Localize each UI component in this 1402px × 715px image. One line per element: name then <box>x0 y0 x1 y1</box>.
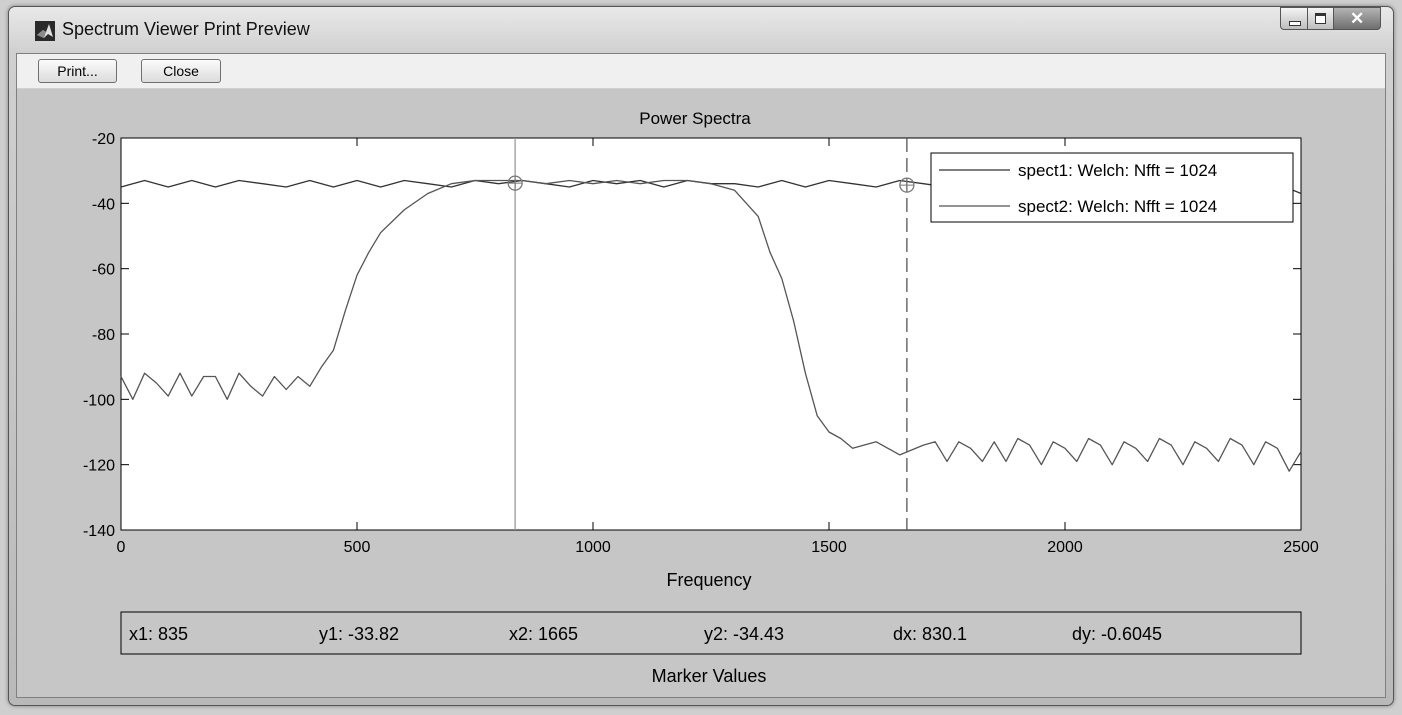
power-spectra-chart: Power Spectra -20 -40 -60 -80 -100 -120 -140 0… <box>83 109 1319 686</box>
marker-dx: dx: 830.1 <box>893 624 967 644</box>
toolbar: Print... Close <box>17 54 1385 89</box>
close-button[interactable]: ✕ <box>1334 7 1381 30</box>
x-axis: 0 500 1000 1500 2000 2500 <box>117 138 1319 556</box>
y-tick-label-0: -20 <box>92 131 115 148</box>
y-tick-label-5: -120 <box>83 458 115 475</box>
legend-label-2: spect2: Welch: Nfft = 1024 <box>1018 197 1217 216</box>
x-tick-label-0: 0 <box>117 539 126 556</box>
legend-label-1: spect1: Welch: Nfft = 1024 <box>1018 161 1217 180</box>
close-dialog-button[interactable]: Close <box>141 59 221 83</box>
marker-y1: y1: -33.82 <box>319 624 399 644</box>
marker-values-title: Marker Values <box>652 666 767 686</box>
y-tick-label-3: -80 <box>92 327 115 344</box>
y-tick-label-4: -100 <box>83 392 115 409</box>
minimize-button[interactable] <box>1280 7 1308 30</box>
legend: spect1: Welch: Nfft = 1024 spect2: Welch… <box>930 152 1294 223</box>
x-tick-label-2: 1000 <box>575 539 611 556</box>
marker-x2: x2: 1665 <box>509 624 578 644</box>
marker-y2: y2: -34.43 <box>704 624 784 644</box>
minimize-icon <box>1289 21 1301 26</box>
y-tick-label-2: -60 <box>92 262 115 279</box>
marker-values-panel: x1: 835 y1: -33.82 x2: 1665 y2: -34.43 d… <box>120 611 1302 686</box>
print-button[interactable]: Print... <box>38 59 117 83</box>
marker-dy: dy: -0.6045 <box>1072 624 1162 644</box>
title-bar[interactable]: Spectrum Viewer Print Preview ✕ <box>9 7 1393 53</box>
legend-box <box>930 152 1294 223</box>
chart-title: Power Spectra <box>639 109 751 128</box>
caption-buttons: ✕ <box>1280 7 1381 30</box>
client-area: Print... Close Power Spectra -20 -40 -60 -8… <box>16 53 1386 698</box>
maximize-icon <box>1315 13 1326 24</box>
x-tick-label-5: 2500 <box>1283 539 1319 556</box>
series-line-2 <box>120 179 1302 472</box>
maximize-button[interactable] <box>1308 7 1334 30</box>
x-tick-label-1: 500 <box>344 539 371 556</box>
x-tick-label-3: 1500 <box>811 539 847 556</box>
matlab-icon <box>35 21 55 41</box>
window-title: Spectrum Viewer Print Preview <box>62 19 310 39</box>
window: Spectrum Viewer Print Preview ✕ Print...… <box>8 6 1394 706</box>
y-tick-label-6: -140 <box>83 523 115 540</box>
marker-values-box <box>120 611 1302 655</box>
markers-group <box>507 138 915 530</box>
close-icon: ✕ <box>1350 9 1365 28</box>
x-tick-label-4: 2000 <box>1047 539 1083 556</box>
marker-x1: x1: 835 <box>129 624 188 644</box>
x-axis-label: Frequency <box>666 570 751 590</box>
y-tick-label-1: -40 <box>92 196 115 213</box>
y-axis: -20 -40 -60 -80 -100 -120 -140 <box>83 131 1301 540</box>
